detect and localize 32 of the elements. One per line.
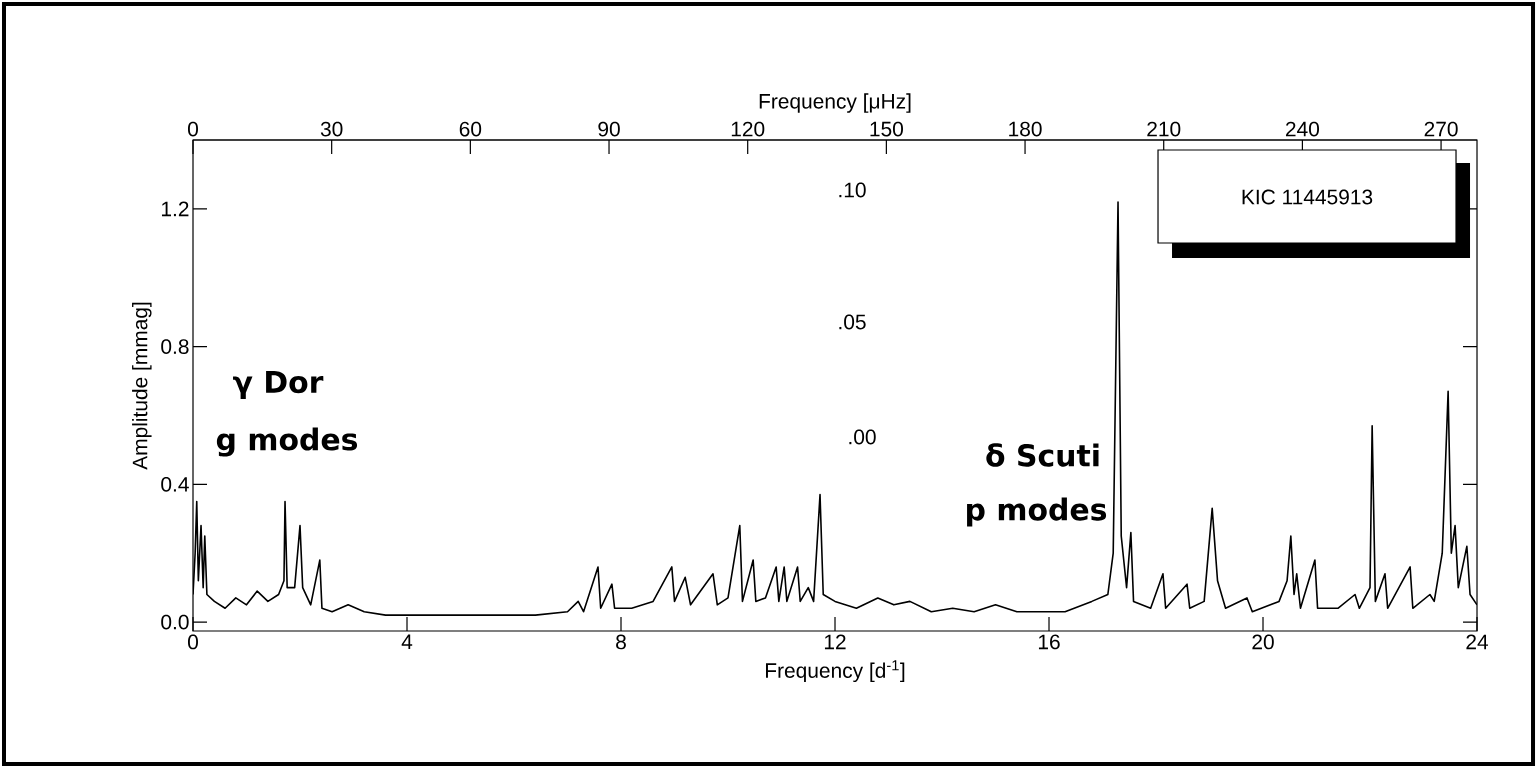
x2-tick-label: 30 (320, 121, 343, 137)
annotation: KIC 11445913 (1242, 189, 1373, 205)
y-axis-title: Amplitude [mmag] (132, 302, 152, 470)
annotation: δ Scuti (986, 443, 1099, 467)
x2-tick-label: 0 (188, 121, 198, 137)
x-tick-label: 0 (188, 634, 198, 650)
x2-tick-label: 60 (459, 121, 482, 137)
x2-axis-title: Frequency [μHz] (759, 93, 911, 113)
x-axis-title: Frequency [d$^{-1}$] (766, 660, 905, 683)
annotation: .05 (839, 314, 866, 330)
annotation: p modes (967, 497, 1107, 527)
x2-tick-label: 240 (1285, 121, 1320, 137)
x2-tick-label: 180 (1009, 121, 1042, 137)
annotation: .10 (839, 182, 866, 198)
y-tick-label: 0.8 (161, 339, 189, 354)
y-tick-label: 0.4 (161, 476, 189, 492)
annotation: .00 (849, 429, 876, 445)
x2-tick-label: 210 (1147, 121, 1181, 137)
x-tick-label: 8 (616, 634, 626, 650)
x2-tick-label: 270 (1424, 121, 1458, 137)
y-tick-label: 0.0 (161, 614, 189, 630)
x-tick-label: 16 (1038, 634, 1060, 650)
x-tick-label: 4 (401, 634, 413, 649)
x-tick-label: 20 (1252, 634, 1274, 650)
y-tick-label: 1.2 (161, 201, 189, 217)
x2-tick-label: 120 (731, 121, 765, 137)
x-tick-label: 12 (824, 634, 846, 650)
x2-tick-label: 150 (870, 121, 903, 137)
annotation: g modes (216, 427, 358, 457)
x-tick-label: 24 (1466, 634, 1489, 650)
annotation: γ Dor (233, 370, 324, 399)
x2-tick-label: 90 (598, 121, 620, 137)
